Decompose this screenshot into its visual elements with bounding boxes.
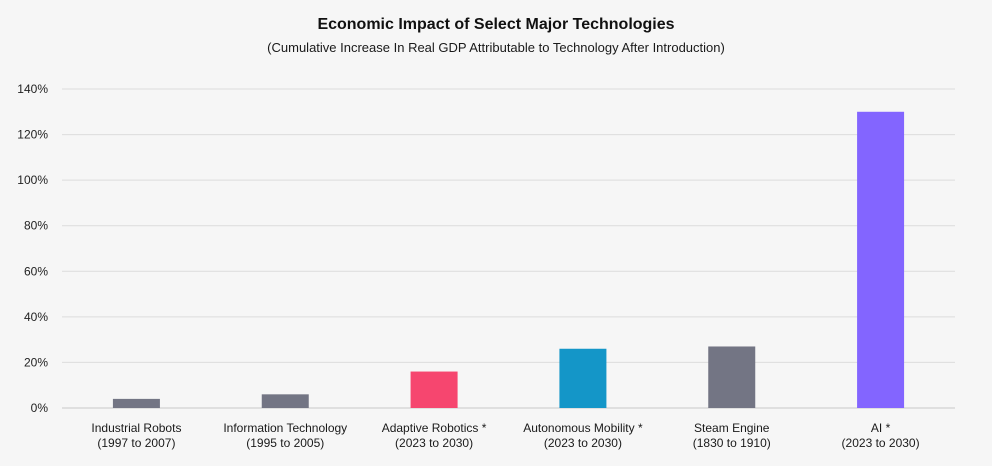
bar bbox=[410, 371, 458, 408]
y-tick-label: 140% bbox=[17, 82, 48, 96]
y-tick-label: 100% bbox=[17, 173, 48, 187]
category-label: Adaptive Robotics * bbox=[382, 421, 487, 435]
chart-subtitle: (Cumulative Increase In Real GDP Attribu… bbox=[267, 40, 725, 55]
bar bbox=[708, 346, 756, 408]
y-tick-label: 120% bbox=[17, 128, 48, 142]
chart-title: Economic Impact of Select Major Technolo… bbox=[317, 16, 675, 33]
category-date-range: (1995 to 2005) bbox=[246, 436, 324, 450]
category-date-range: (2023 to 2030) bbox=[544, 436, 622, 450]
category-date-range: (1830 to 1910) bbox=[693, 436, 771, 450]
y-tick-label: 40% bbox=[24, 310, 48, 324]
category-label: Information Technology bbox=[223, 421, 347, 435]
bar bbox=[112, 398, 160, 408]
bar bbox=[559, 348, 607, 408]
y-tick-label: 80% bbox=[24, 219, 48, 233]
category-label: Autonomous Mobility * bbox=[523, 421, 643, 435]
y-tick-label: 60% bbox=[24, 264, 48, 278]
category-date-range: (2023 to 2030) bbox=[395, 436, 473, 450]
category-date-range: (1997 to 2007) bbox=[97, 436, 175, 450]
bar bbox=[261, 394, 309, 408]
category-date-range: (2023 to 2030) bbox=[842, 436, 920, 450]
bar bbox=[857, 111, 905, 409]
y-tick-label: 0% bbox=[31, 401, 49, 415]
category-label: AI * bbox=[871, 421, 891, 435]
category-label: Steam Engine bbox=[694, 421, 770, 435]
y-tick-label: 20% bbox=[24, 355, 48, 369]
category-label: Industrial Robots bbox=[91, 421, 181, 435]
